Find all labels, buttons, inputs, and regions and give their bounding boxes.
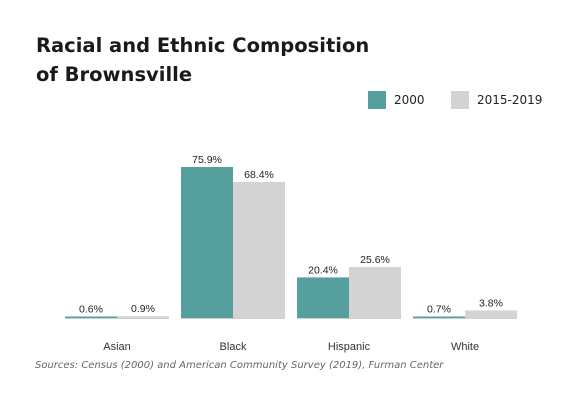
x-tick-label-asian: Asian <box>103 341 131 353</box>
bar-asian-2015-2019 <box>117 316 169 318</box>
data-label-asian-2000: 0.6% <box>79 304 103 316</box>
chart-title-line-1: Racial and Ethnic Composition <box>36 34 370 57</box>
data-label-asian-2015-2019: 0.9% <box>131 303 155 315</box>
data-label-black-2000: 75.9% <box>192 154 222 166</box>
legend-label-2015-2019: 2015-2019 <box>477 93 543 107</box>
x-tick-label-white: White <box>451 341 479 353</box>
data-label-black-2015-2019: 68.4% <box>244 169 274 181</box>
bar-hispanic-2000 <box>297 277 349 318</box>
bar-white-2015-2019 <box>465 310 517 318</box>
bar-black-2000 <box>181 167 233 318</box>
bar-white-2000 <box>413 316 465 318</box>
data-label-white-2015-2019: 3.8% <box>479 297 503 309</box>
bar-black-2015-2019 <box>233 181 285 318</box>
chart-title-line-2: of Brownsville <box>36 63 193 86</box>
chart-title: Racial and Ethnic Composition of Brownsv… <box>36 31 369 89</box>
source-note: Sources: Census (2000) and American Comm… <box>35 360 444 371</box>
bar-asian-2000 <box>65 316 117 318</box>
legend-item-2015-2019: 2015-2019 <box>451 91 542 109</box>
legend-item-2000: 2000 <box>368 91 425 109</box>
legend-swatch-2000 <box>368 91 386 109</box>
data-label-hispanic-2015-2019: 25.6% <box>360 254 390 266</box>
legend-swatch-2015-2019 <box>451 91 469 109</box>
data-label-hispanic-2000: 20.4% <box>308 264 338 276</box>
x-tick-label-black: Black <box>220 341 247 353</box>
legend-label-2000: 2000 <box>394 93 425 107</box>
bar-hispanic-2015-2019 <box>349 267 401 318</box>
data-label-white-2000: 0.7% <box>427 304 451 316</box>
x-tick-label-hispanic: Hispanic <box>328 341 371 353</box>
